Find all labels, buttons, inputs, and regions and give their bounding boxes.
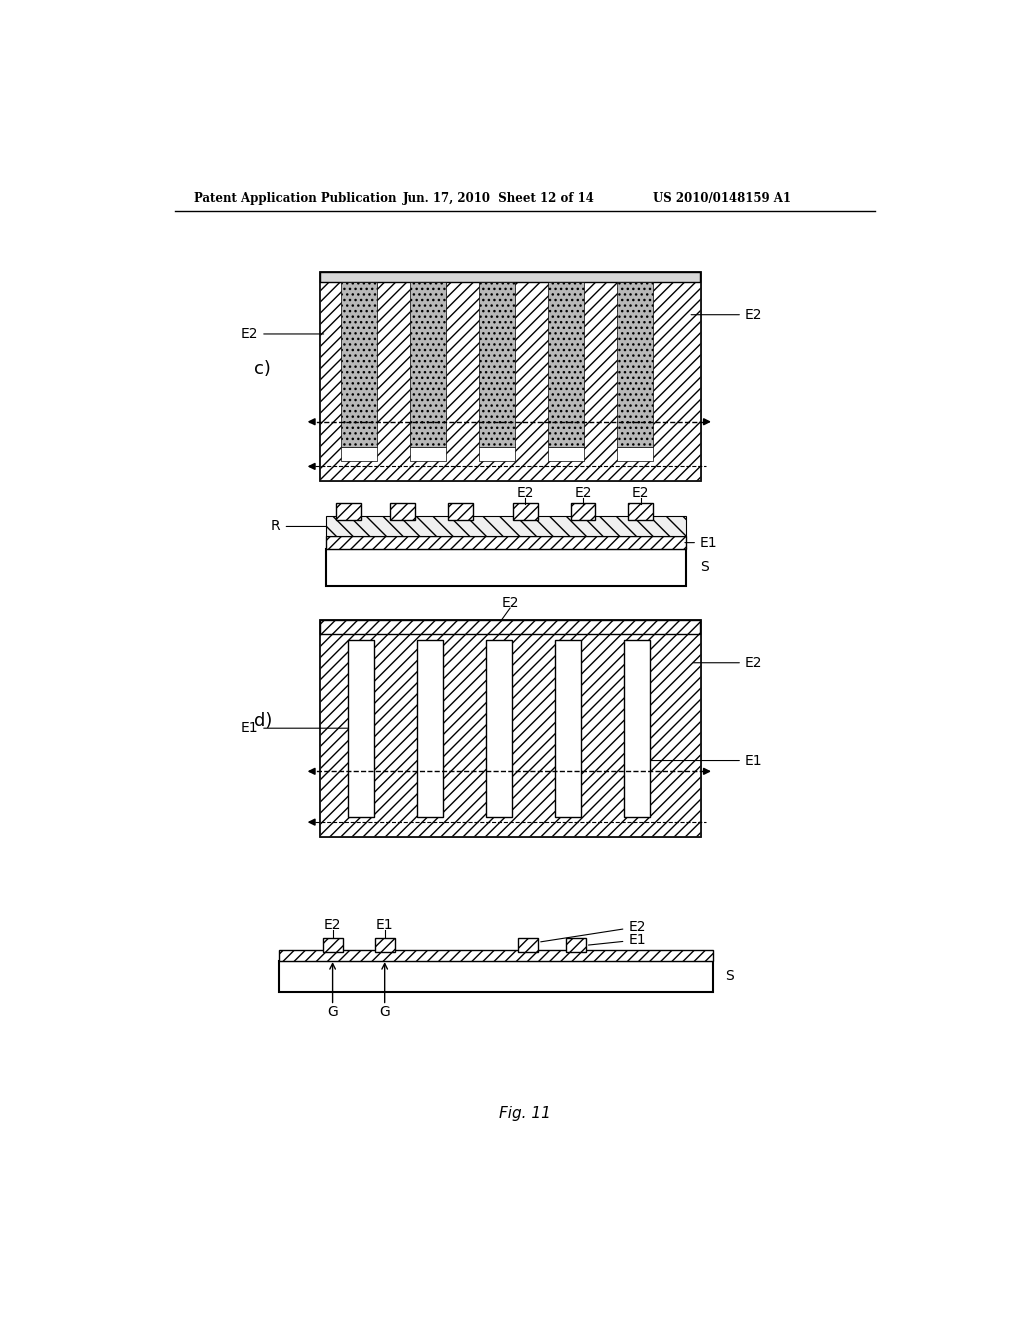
Bar — [570, 503, 596, 520]
Bar — [410, 281, 445, 447]
Bar — [280, 961, 713, 991]
Text: Jun. 17, 2010  Sheet 12 of 14: Jun. 17, 2010 Sheet 12 of 14 — [403, 191, 595, 205]
Text: E1: E1 — [376, 919, 393, 932]
Text: E2: E2 — [691, 308, 763, 322]
Text: E2: E2 — [574, 486, 592, 500]
Text: Patent Application Publication: Patent Application Publication — [194, 191, 396, 205]
Bar — [449, 503, 473, 520]
Bar — [479, 281, 515, 447]
Bar — [548, 447, 584, 461]
Text: d): d) — [254, 711, 272, 730]
Text: S: S — [725, 969, 733, 983]
Bar — [321, 635, 700, 836]
Bar — [341, 281, 377, 447]
Text: c): c) — [254, 359, 271, 378]
Bar — [326, 516, 686, 536]
Bar — [348, 640, 374, 817]
Bar — [629, 503, 653, 520]
Text: E1: E1 — [589, 933, 646, 946]
Text: E1: E1 — [640, 754, 763, 767]
Text: E2: E2 — [632, 486, 649, 500]
Bar — [280, 950, 713, 961]
Text: G: G — [379, 1005, 390, 1019]
Bar — [375, 937, 395, 952]
Text: E1: E1 — [241, 721, 358, 735]
Bar — [326, 549, 686, 586]
Text: E2: E2 — [502, 597, 519, 610]
Text: US 2010/0148159 A1: US 2010/0148159 A1 — [653, 191, 792, 205]
Text: E2: E2 — [324, 919, 341, 932]
Bar — [390, 503, 416, 520]
Bar — [617, 281, 653, 447]
Bar — [479, 447, 515, 461]
Bar — [321, 620, 700, 836]
Text: E2: E2 — [517, 486, 535, 500]
Bar — [486, 640, 512, 817]
Bar — [410, 447, 445, 461]
Text: E1: E1 — [685, 536, 718, 549]
Bar — [513, 503, 538, 520]
Text: G: G — [328, 1005, 338, 1019]
Text: R: R — [271, 520, 327, 533]
Text: E2: E2 — [541, 920, 646, 942]
Bar — [617, 447, 653, 461]
Bar — [321, 272, 700, 480]
Bar — [326, 536, 686, 549]
Bar — [555, 640, 582, 817]
Bar — [548, 281, 584, 447]
Text: Fig. 11: Fig. 11 — [499, 1106, 551, 1121]
Text: E2: E2 — [693, 656, 763, 669]
Bar — [624, 640, 650, 817]
Bar — [337, 503, 361, 520]
Bar — [417, 640, 443, 817]
Bar — [341, 447, 377, 461]
Bar — [321, 620, 700, 635]
Text: E2: E2 — [241, 327, 324, 341]
Bar — [565, 937, 586, 952]
Bar — [321, 281, 700, 480]
Bar — [321, 272, 700, 281]
Text: S: S — [700, 560, 709, 574]
Bar — [323, 937, 343, 952]
Bar — [518, 937, 538, 952]
